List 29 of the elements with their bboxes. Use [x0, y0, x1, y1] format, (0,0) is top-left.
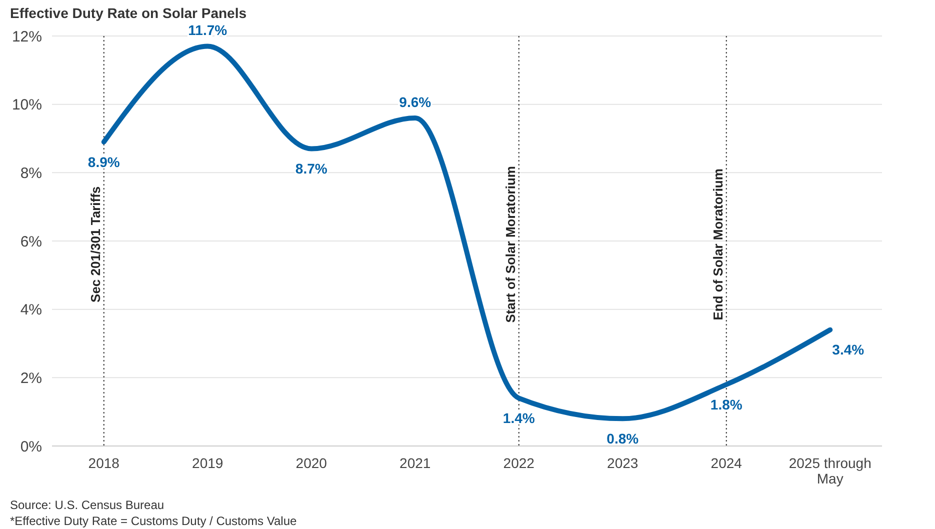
- x-tick-label: 2022: [503, 455, 535, 471]
- source-note: Source: U.S. Census Bureau: [10, 498, 164, 512]
- y-tick-label: 10%: [12, 96, 42, 114]
- ref-line-label: Sec 201/301 Tariffs: [88, 186, 103, 302]
- ref-line-label: Start of Solar Moratorium: [502, 166, 518, 323]
- x-tick-label: 2018: [88, 455, 120, 471]
- x-tick-label: 2019: [192, 455, 224, 471]
- text: 0.8%: [606, 430, 639, 447]
- y-tick-label: 6%: [20, 233, 42, 250]
- y-tick-label: 0%: [20, 438, 42, 456]
- y-tick-label: 8%: [20, 164, 42, 182]
- text: 3.4%: [832, 342, 864, 358]
- text: *Effective Duty Rate = Customs Duty / Customs Value: [10, 514, 297, 528]
- x-tick-label: 2021: [400, 455, 431, 471]
- x-tick-label: 2023: [607, 455, 638, 471]
- text: 8.9%: [88, 154, 120, 170]
- y-tick-label: 4%: [20, 302, 42, 319]
- ref-line-label: End of Solar Moratorium: [710, 168, 726, 320]
- x-tick-label: 2025 through May: [788, 455, 872, 486]
- y-tick-label: 2%: [20, 370, 42, 387]
- text: 1.4%: [502, 410, 535, 426]
- text: 11.7%: [188, 22, 228, 38]
- x-tick-label: 2020: [296, 455, 328, 471]
- chart-title: Effective Duty Rate on Solar Panels: [10, 5, 247, 21]
- text: 9.6%: [399, 94, 432, 110]
- text: 1.8%: [710, 396, 742, 412]
- x-tick-label: 2024: [710, 455, 742, 471]
- y-tick-label: 12%: [12, 28, 42, 46]
- text: 8.7%: [295, 160, 328, 177]
